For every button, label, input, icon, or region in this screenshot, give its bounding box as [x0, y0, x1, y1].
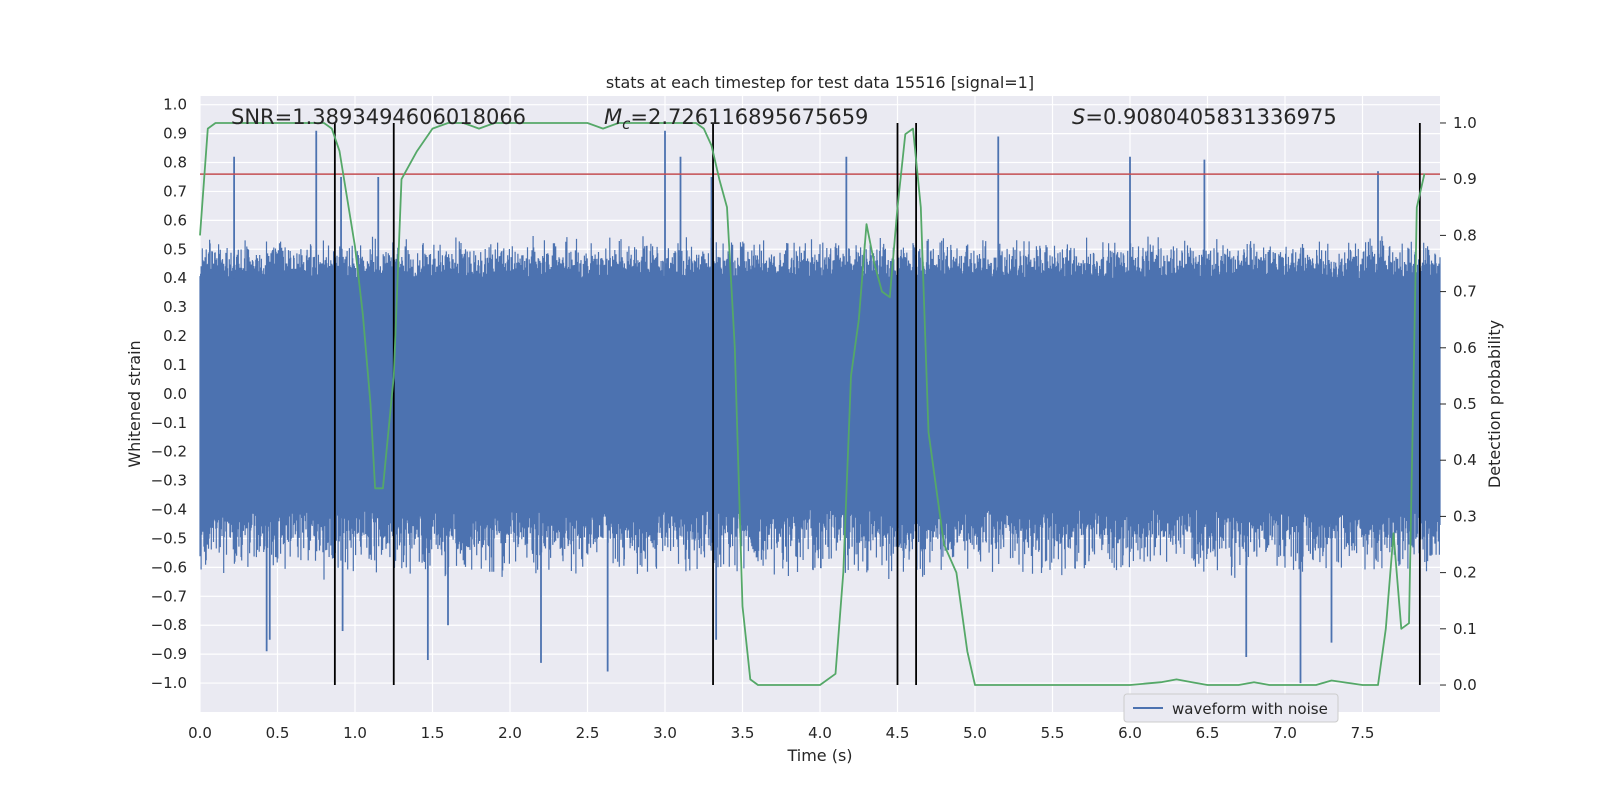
x-tick-label: 2.0 — [498, 724, 522, 742]
y-tick-label: 0.8 — [163, 154, 187, 172]
x-tick-label: 0.5 — [266, 724, 290, 742]
x-tick-label: 5.0 — [963, 724, 987, 742]
score-annotation: S=0.9080405831336975 — [1072, 105, 1337, 129]
detection-probability-line — [199, 122, 1426, 686]
y-tick-label: 0.1 — [163, 356, 187, 374]
x-tick-label: 6.0 — [1118, 724, 1142, 742]
y2-tick-label: 0.2 — [1453, 564, 1477, 582]
y2-axis-label: Detection probability — [1485, 320, 1504, 488]
y-tick-label: 1.0 — [163, 96, 187, 114]
x-tick-label: 1.0 — [343, 724, 367, 742]
legend-label: waveform with noise — [1172, 700, 1328, 718]
x-tick-label: 3.0 — [653, 724, 677, 742]
x-tick-label: 1.5 — [421, 724, 445, 742]
chirp-mass-annotation: Mc=2.726116895675659 — [604, 105, 868, 133]
y-tick-label: 0.9 — [163, 125, 187, 143]
chirp-mass-subscript: c — [622, 115, 631, 133]
y-tick-label: −0.6 — [151, 558, 187, 576]
x-tick-label: 2.5 — [576, 724, 600, 742]
x-tick-label: 4.0 — [808, 724, 832, 742]
y-tick-label: −0.4 — [151, 501, 187, 519]
legend: waveform with noise — [1123, 693, 1339, 723]
y-tick-label: 0.3 — [163, 298, 187, 316]
y-tick-label: −0.5 — [151, 529, 187, 547]
y2-tick-label: 0.9 — [1453, 170, 1477, 188]
y-axis-label: Whitened strain — [125, 340, 144, 467]
legend-box — [1123, 693, 1339, 723]
x-tick-label: 7.0 — [1273, 724, 1297, 742]
chirp-mass-value: =2.726116895675659 — [630, 105, 868, 129]
y2-tick-label: 0.8 — [1453, 226, 1477, 244]
x-tick-label: 0.0 — [188, 724, 212, 742]
y2-tick-label: 1.0 — [1453, 114, 1477, 132]
y-tick-label: −1.0 — [151, 674, 187, 692]
y-tick-label: −0.7 — [151, 587, 187, 605]
y-tick-label: 0.7 — [163, 182, 187, 200]
x-tick-label: 5.5 — [1041, 724, 1065, 742]
y-tick-label: −0.1 — [151, 414, 187, 432]
y2-tick-label: 0.0 — [1453, 676, 1477, 694]
y2-tick-label: 0.7 — [1453, 283, 1477, 301]
y-tick-label: −0.2 — [151, 443, 187, 461]
y2-tick-label: 0.4 — [1453, 451, 1477, 469]
y-tick-label: 0.0 — [163, 385, 187, 403]
y-tick-label: 0.6 — [163, 211, 187, 229]
x-tick-label: 4.5 — [886, 724, 910, 742]
y-tick-label: −0.8 — [151, 616, 187, 634]
x-axis-label: Time (s) — [786, 746, 852, 765]
score-symbol: S — [1072, 105, 1085, 129]
y-tick-label: −0.9 — [151, 645, 187, 663]
waveform-core-band — [200, 278, 1440, 510]
waveform-series — [199, 130, 1441, 684]
chirp-mass-symbol: M — [604, 105, 622, 129]
y2-tick-label: 0.3 — [1453, 507, 1477, 525]
x-tick-labels: 0.0 0.5 1.0 1.5 2.0 2.5 3.0 3.5 4.0 4.5 5.0 5.5 6.0 6… — [188, 724, 1374, 742]
x-tick-label: 7.5 — [1351, 724, 1375, 742]
y-tick-label: 0.4 — [163, 269, 187, 287]
x-tick-label: 6.5 — [1196, 724, 1220, 742]
y-tick-labels: 1.0 0.9 0.8 0.7 0.6 0.5 0.4 0.3 0.2 0.1 0.0 −0.1 −0.… — [151, 96, 187, 692]
score-value: =0.9080405831336975 — [1085, 105, 1336, 129]
y2-tick-label: 0.5 — [1453, 395, 1477, 413]
x-tick-label: 3.5 — [731, 724, 755, 742]
snr-annotation: SNR=1.3893494606018066 — [231, 105, 526, 129]
chart-title: stats at each timestep for test data 155… — [606, 73, 1034, 92]
y-tick-label: 0.5 — [163, 240, 187, 258]
y-tick-label: −0.3 — [151, 472, 187, 490]
y2-tick-labels: 1.0 0.9 0.8 0.7 0.6 0.5 0.4 0.3 0.2 0.1 0.0 — [1440, 114, 1477, 694]
y-tick-label: 0.2 — [163, 327, 187, 345]
y2-tick-label: 0.6 — [1453, 339, 1477, 357]
y2-tick-label: 0.1 — [1453, 620, 1477, 638]
